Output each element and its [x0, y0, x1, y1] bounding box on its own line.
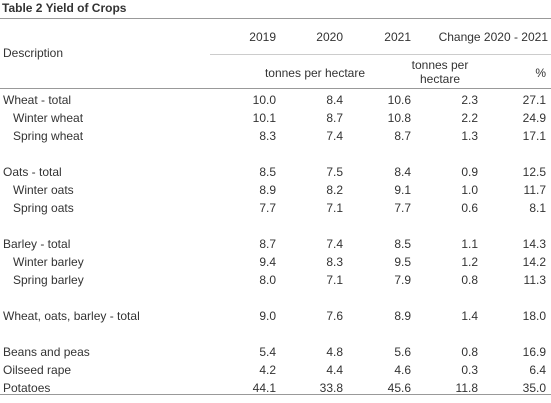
- row-label: Wheat, oats, barley - total: [3, 309, 140, 323]
- value-change: 0.6: [461, 201, 478, 215]
- value-change: 0.8: [461, 345, 478, 359]
- value-2021: 4.6: [394, 363, 411, 377]
- value-2021: 45.6: [387, 381, 411, 395]
- header-divider: [210, 54, 551, 55]
- table-bottom-divider: [0, 394, 551, 395]
- row-label: Oats - total: [3, 165, 62, 179]
- value-2021: 8.9: [394, 309, 411, 323]
- value-2020: 8.4: [326, 93, 343, 107]
- value-2020: 7.5: [326, 165, 343, 179]
- unit-tonnes-per-hectare: tonnes per hectare: [264, 66, 366, 80]
- row-label: Spring oats: [13, 201, 74, 215]
- value-2019: 9.4: [259, 255, 276, 269]
- value-change: 1.1: [461, 237, 478, 251]
- value-2021: 10.8: [387, 111, 411, 125]
- value-change: 0.9: [461, 165, 478, 179]
- change-unit-percent: %: [535, 66, 546, 80]
- row-label: Barley - total: [3, 237, 71, 251]
- row-label: Spring barley: [13, 273, 84, 287]
- value-change: 11.8: [455, 381, 478, 395]
- value-2021: 8.4: [394, 165, 411, 179]
- row-label: Winter barley: [13, 255, 84, 269]
- value-2021: 7.7: [394, 201, 411, 215]
- value-change-percent: 14.2: [522, 255, 546, 269]
- year-2021-header: 2021: [384, 30, 411, 44]
- value-change-percent: 11.3: [523, 273, 546, 287]
- value-change-percent: 24.9: [522, 111, 546, 125]
- change-unit-line2: hectare: [419, 72, 461, 86]
- row-label: Oilseed rape: [3, 363, 72, 377]
- value-2019: 10.1: [252, 111, 276, 125]
- value-change: 2.3: [461, 93, 478, 107]
- value-2021: 5.6: [394, 345, 411, 359]
- value-change: 0.8: [461, 273, 478, 287]
- value-2021: 9.5: [394, 255, 411, 269]
- value-2020: 8.7: [326, 111, 343, 125]
- value-2019: 4.2: [259, 363, 276, 377]
- value-2020: 8.3: [326, 255, 343, 269]
- header-bottom-divider: [0, 88, 551, 89]
- value-2020: 7.4: [326, 237, 343, 251]
- value-change-percent: 18.0: [522, 309, 546, 323]
- table-title: Table 2 Yield of Crops: [2, 1, 127, 15]
- value-2020: 8.2: [326, 183, 343, 197]
- value-2019: 8.7: [259, 237, 276, 251]
- value-2019: 9.0: [259, 309, 276, 323]
- value-2019: 8.3: [259, 129, 276, 143]
- value-change: 1.4: [461, 309, 478, 323]
- value-change-percent: 11.7: [523, 183, 546, 197]
- value-2020: 7.6: [326, 309, 343, 323]
- value-2021: 10.6: [387, 93, 411, 107]
- value-2019: 8.9: [259, 183, 276, 197]
- value-change: 0.3: [461, 363, 478, 377]
- value-2021: 8.5: [394, 237, 411, 251]
- value-change-percent: 14.3: [522, 237, 546, 251]
- value-2019: 44.1: [252, 381, 276, 395]
- row-label: Winter oats: [13, 183, 74, 197]
- value-change: 1.2: [461, 255, 478, 269]
- value-change-percent: 16.9: [522, 345, 546, 359]
- value-change: 1.0: [461, 183, 478, 197]
- year-2019-header: 2019: [249, 30, 276, 44]
- value-2020: 7.1: [326, 201, 343, 215]
- value-change: 1.3: [461, 129, 478, 143]
- value-change-percent: 12.5: [522, 165, 546, 179]
- value-2021: 9.1: [394, 183, 411, 197]
- title-divider: [0, 18, 551, 19]
- value-2020: 33.8: [319, 381, 343, 395]
- value-2021: 8.7: [394, 129, 411, 143]
- value-2021: 7.9: [394, 273, 411, 287]
- value-2019: 5.4: [259, 345, 276, 359]
- change-unit-line1: tonnes per: [411, 58, 469, 72]
- row-label: Potatoes: [3, 381, 51, 395]
- value-change-percent: 8.1: [529, 201, 546, 215]
- value-change-percent: 17.1: [522, 129, 546, 143]
- value-2019: 8.0: [259, 273, 276, 287]
- value-change-percent: 27.1: [522, 93, 546, 107]
- change-header: Change 2020 - 2021: [438, 30, 548, 44]
- description-header: Description: [3, 46, 64, 60]
- value-2019: 7.7: [259, 201, 276, 215]
- value-change-percent: 6.4: [529, 363, 546, 377]
- value-2020: 4.4: [326, 363, 343, 377]
- value-2020: 7.4: [326, 129, 343, 143]
- row-label: Wheat - total: [3, 93, 72, 107]
- row-label: Beans and peas: [3, 345, 90, 359]
- year-2020-header: 2020: [316, 30, 343, 44]
- row-label: Winter wheat: [13, 111, 84, 125]
- row-label: Spring wheat: [13, 129, 84, 143]
- value-2019: 10.0: [252, 93, 276, 107]
- value-change: 2.2: [461, 111, 478, 125]
- value-2020: 7.1: [326, 273, 343, 287]
- value-change-percent: 35.0: [522, 381, 546, 395]
- value-2020: 4.8: [326, 345, 343, 359]
- value-2019: 8.5: [259, 165, 276, 179]
